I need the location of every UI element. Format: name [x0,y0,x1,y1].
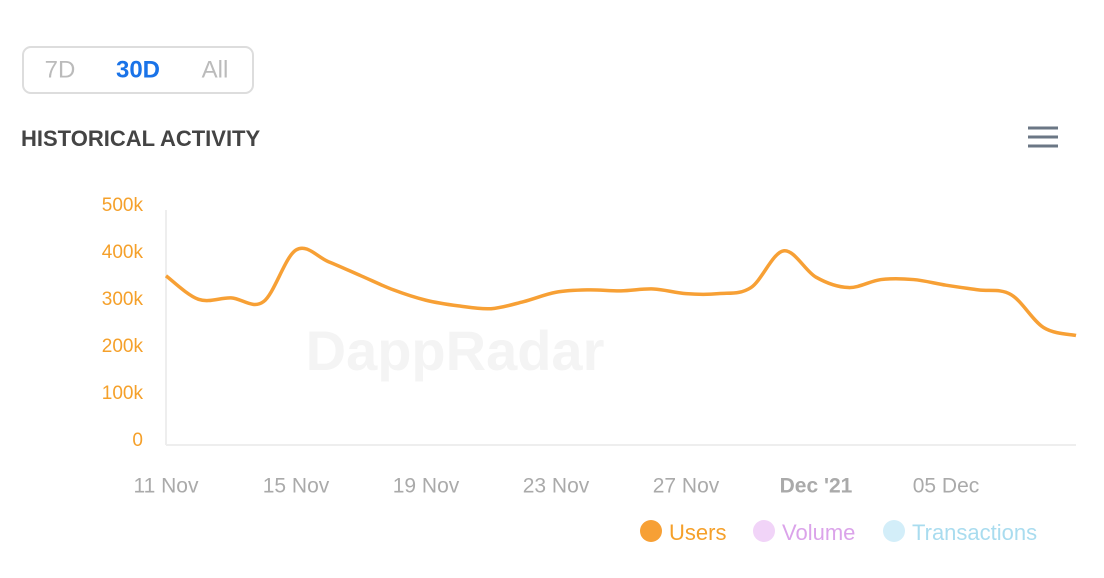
x-tick-label: 11 Nov [134,475,199,498]
x-tick-label: 23 Nov [523,475,590,498]
x-tick-label: 27 Nov [653,475,720,498]
y-tick-label: 200k [102,336,144,357]
legend-marker[interactable] [753,520,775,542]
legend-label[interactable]: Transactions [912,520,1037,545]
y-tick-label: 400k [102,242,144,263]
y-tick-label: 100k [102,383,144,404]
legend-marker[interactable] [640,520,662,542]
legend-marker[interactable] [883,520,905,542]
y-tick-label: 0 [132,430,143,451]
range-button[interactable]: 30D [116,56,160,83]
range-button[interactable]: 7D [45,56,76,83]
range-button[interactable]: All [202,56,229,83]
chart-title: HISTORICAL ACTIVITY [21,126,260,151]
line [164,246,1077,338]
y-tick-label: 500k [102,195,144,216]
x-tick-label: 19 Nov [393,475,460,498]
legend-label[interactable]: Volume [782,520,855,545]
x-tick-label: 15 Nov [263,475,330,498]
watermark: DappRadar [306,319,605,382]
menu-icon[interactable] [1028,126,1058,148]
y-tick-label: 300k [102,289,144,310]
range-switch [22,46,254,94]
x-tick-label: Dec '21 [780,475,853,498]
x-tick-label: 05 Dec [913,475,980,498]
legend-label[interactable]: Users [669,520,726,545]
